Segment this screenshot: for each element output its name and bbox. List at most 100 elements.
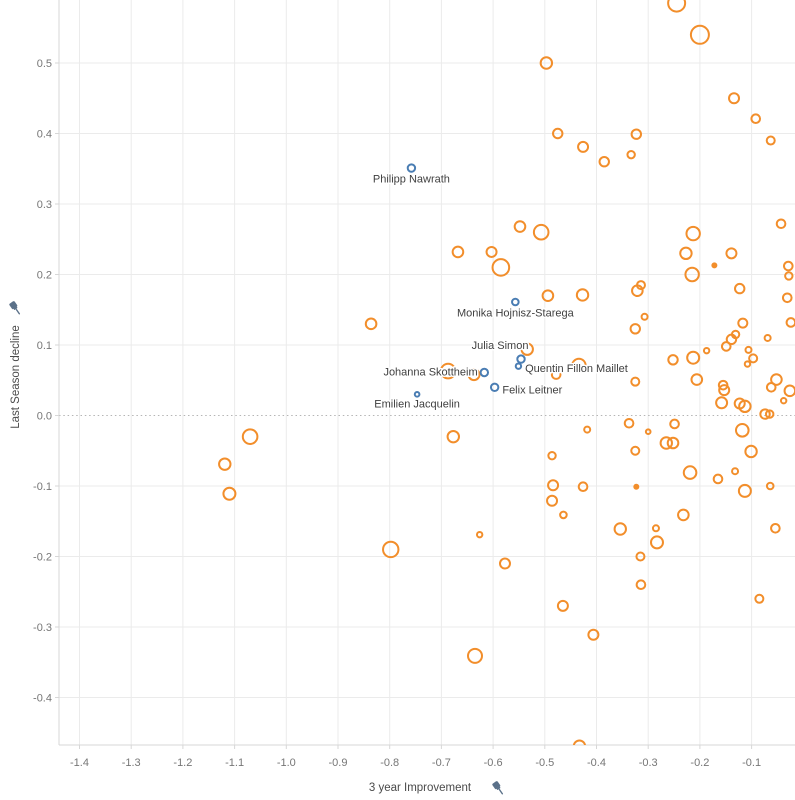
data-point[interactable] bbox=[633, 483, 640, 490]
data-point[interactable] bbox=[748, 353, 759, 364]
data-point[interactable] bbox=[712, 473, 724, 485]
data-point[interactable] bbox=[679, 246, 693, 261]
data-point[interactable] bbox=[218, 457, 232, 471]
data-point[interactable] bbox=[613, 522, 627, 536]
data-point[interactable] bbox=[744, 345, 753, 354]
data-point[interactable] bbox=[541, 289, 555, 302]
data-point[interactable] bbox=[630, 376, 641, 387]
data-point[interactable] bbox=[770, 373, 783, 386]
data-point[interactable] bbox=[754, 593, 765, 604]
data-point[interactable] bbox=[765, 382, 777, 393]
data-point[interactable] bbox=[720, 341, 732, 352]
data-point[interactable] bbox=[731, 467, 740, 476]
data-point[interactable] bbox=[784, 271, 794, 281]
highlighted-data-point[interactable] bbox=[511, 297, 520, 307]
data-point[interactable] bbox=[451, 245, 465, 259]
data-point[interactable] bbox=[439, 362, 457, 380]
data-point[interactable] bbox=[734, 423, 750, 438]
data-point[interactable] bbox=[689, 24, 710, 45]
data-point[interactable] bbox=[630, 445, 641, 456]
highlighted-data-point[interactable] bbox=[413, 391, 421, 398]
y-axis-pin-icon[interactable] bbox=[8, 300, 23, 317]
data-point[interactable] bbox=[498, 557, 511, 570]
data-point[interactable] bbox=[783, 384, 795, 398]
data-point[interactable] bbox=[635, 579, 647, 591]
data-point[interactable] bbox=[718, 384, 731, 397]
data-point[interactable] bbox=[446, 429, 460, 444]
data-point[interactable] bbox=[635, 551, 646, 562]
highlighted-data-point[interactable] bbox=[514, 362, 523, 370]
data-point[interactable] bbox=[630, 128, 643, 140]
data-point[interactable] bbox=[734, 282, 746, 295]
data-point[interactable] bbox=[765, 481, 775, 491]
data-point[interactable] bbox=[690, 373, 704, 386]
data-point[interactable] bbox=[764, 409, 775, 419]
data-point[interactable] bbox=[730, 329, 741, 340]
data-point[interactable] bbox=[623, 417, 635, 429]
data-point[interactable] bbox=[550, 369, 562, 380]
data-point[interactable] bbox=[629, 323, 641, 335]
data-point[interactable] bbox=[364, 317, 378, 331]
data-point[interactable] bbox=[775, 218, 787, 230]
data-point[interactable] bbox=[575, 288, 590, 302]
data-point[interactable] bbox=[583, 425, 592, 434]
data-point[interactable] bbox=[728, 92, 741, 105]
data-point[interactable] bbox=[467, 647, 484, 664]
data-point[interactable] bbox=[744, 444, 758, 459]
data-point[interactable] bbox=[659, 436, 673, 450]
data-point[interactable] bbox=[644, 428, 652, 436]
highlighted-data-point[interactable] bbox=[516, 354, 526, 364]
data-point[interactable] bbox=[491, 258, 511, 277]
data-point[interactable] bbox=[222, 486, 237, 501]
data-point[interactable] bbox=[485, 245, 498, 258]
data-point[interactable] bbox=[743, 360, 752, 368]
data-point[interactable] bbox=[547, 450, 557, 461]
highlighted-data-point[interactable] bbox=[406, 163, 417, 173]
data-point[interactable] bbox=[520, 342, 534, 356]
data-point[interactable] bbox=[475, 530, 484, 539]
data-point[interactable] bbox=[686, 350, 701, 365]
data-point[interactable] bbox=[781, 292, 793, 304]
data-point[interactable] bbox=[682, 465, 698, 480]
data-point[interactable] bbox=[737, 317, 749, 329]
data-point[interactable] bbox=[765, 135, 776, 146]
data-point[interactable] bbox=[702, 346, 711, 355]
data-point[interactable] bbox=[547, 479, 560, 492]
data-point[interactable] bbox=[763, 333, 772, 342]
data-point[interactable] bbox=[725, 247, 738, 260]
data-point[interactable] bbox=[572, 739, 587, 751]
data-point[interactable] bbox=[669, 418, 680, 430]
data-point[interactable] bbox=[779, 396, 788, 405]
data-point[interactable] bbox=[382, 540, 400, 559]
data-point[interactable] bbox=[738, 399, 752, 414]
data-point[interactable] bbox=[552, 127, 564, 140]
data-point[interactable] bbox=[715, 396, 729, 410]
data-point[interactable] bbox=[577, 481, 589, 493]
data-point[interactable] bbox=[513, 220, 527, 233]
data-point[interactable] bbox=[711, 262, 718, 269]
data-point[interactable] bbox=[750, 113, 762, 124]
data-point[interactable] bbox=[783, 260, 794, 272]
data-point[interactable] bbox=[532, 223, 550, 241]
data-point[interactable] bbox=[598, 156, 610, 168]
data-point[interactable] bbox=[467, 368, 481, 382]
data-point[interactable] bbox=[759, 408, 771, 420]
data-point[interactable] bbox=[241, 428, 259, 445]
data-point[interactable] bbox=[626, 149, 636, 160]
data-point[interactable] bbox=[546, 494, 559, 507]
data-point[interactable] bbox=[651, 524, 660, 533]
data-point[interactable] bbox=[559, 510, 568, 520]
data-point[interactable] bbox=[556, 599, 569, 612]
data-point[interactable] bbox=[587, 628, 600, 641]
data-point[interactable] bbox=[677, 508, 690, 522]
data-point[interactable] bbox=[770, 523, 781, 534]
data-point[interactable] bbox=[666, 436, 680, 450]
data-point[interactable] bbox=[667, 0, 687, 13]
highlighted-data-point[interactable] bbox=[489, 382, 500, 392]
data-point[interactable] bbox=[737, 483, 752, 498]
data-point[interactable] bbox=[649, 535, 664, 550]
data-point[interactable] bbox=[539, 56, 554, 70]
data-point[interactable] bbox=[635, 280, 646, 291]
data-point[interactable] bbox=[667, 354, 679, 366]
data-point[interactable] bbox=[684, 266, 700, 283]
